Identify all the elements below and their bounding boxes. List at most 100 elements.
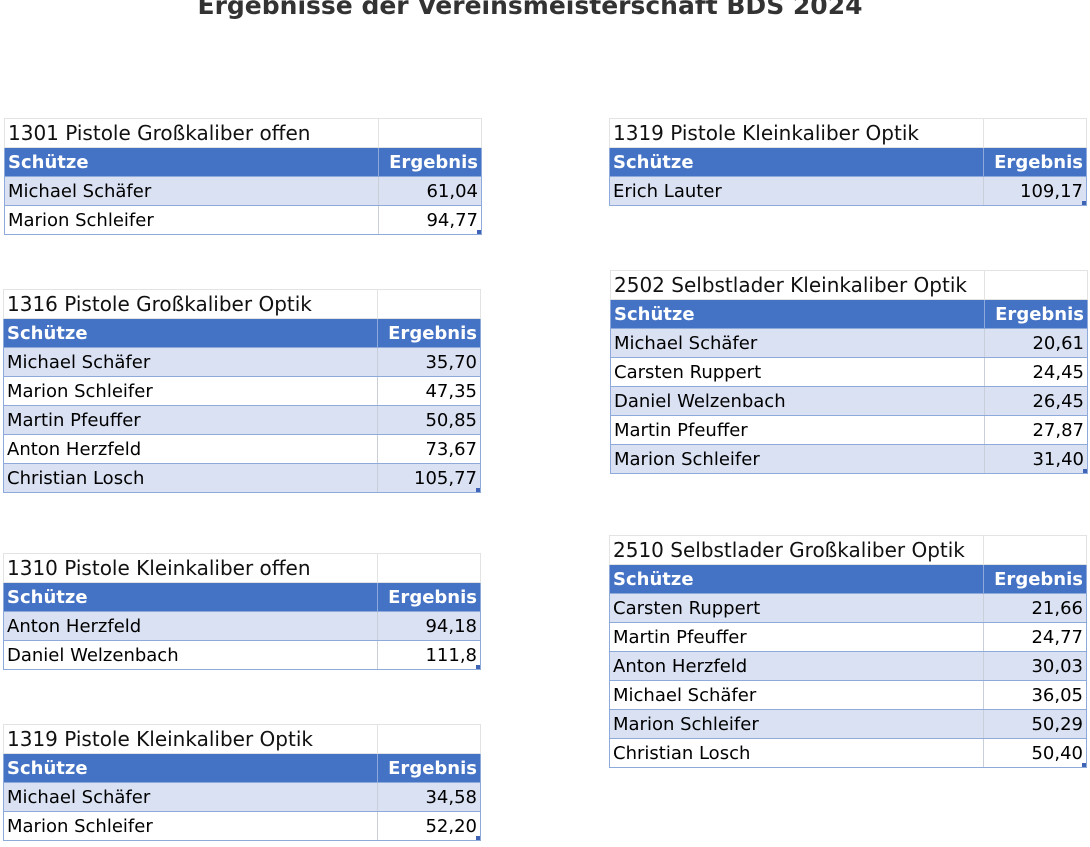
table-caption: 2502 Selbstlader Kleinkaliber Optik xyxy=(610,270,985,300)
shooter-result[interactable]: 105,77 xyxy=(377,463,481,493)
column-header-name[interactable]: Schütze xyxy=(610,299,985,329)
table-row[interactable]: Carsten Ruppert 21,66 xyxy=(609,593,1087,623)
column-header-name[interactable]: Schütze xyxy=(3,318,378,348)
table-row[interactable]: Michael Schäfer 61,04 xyxy=(4,176,482,206)
shooter-result[interactable]: 20,61 xyxy=(984,328,1088,358)
table-resize-handle[interactable] xyxy=(476,665,480,669)
shooter-result[interactable]: 30,03 xyxy=(983,651,1087,681)
table-row[interactable]: Christian Losch 105,77 xyxy=(3,463,481,493)
table-row[interactable]: Marion Schleifer 31,40 xyxy=(610,444,1088,474)
shooter-result[interactable]: 36,05 xyxy=(983,680,1087,710)
table-resize-handle[interactable] xyxy=(476,488,480,492)
shooter-name[interactable]: Daniel Welzenbach xyxy=(610,386,985,416)
shooter-name[interactable]: Martin Pfeuffer xyxy=(609,622,984,652)
shooter-name[interactable]: Michael Schäfer xyxy=(609,680,984,710)
shooter-name[interactable]: Michael Schäfer xyxy=(610,328,985,358)
table-row[interactable]: Erich Lauter 109,17 xyxy=(609,176,1087,206)
table-row[interactable]: Michael Schäfer 35,70 xyxy=(3,347,481,377)
shooter-name[interactable]: Daniel Welzenbach xyxy=(3,640,378,670)
shooter-name[interactable]: Christian Losch xyxy=(609,738,984,768)
shooter-name[interactable]: Christian Losch xyxy=(3,463,378,493)
table-caption: 1310 Pistole Kleinkaliber offen xyxy=(3,553,378,583)
shooter-name[interactable]: Marion Schleifer xyxy=(3,811,378,841)
shooter-result[interactable]: 94,77 xyxy=(378,205,482,235)
shooter-result[interactable]: 52,20 xyxy=(377,811,481,841)
table-caption: 1316 Pistole Großkaliber Optik xyxy=(3,289,378,319)
table-caption: 1319 Pistole Kleinkaliber Optik xyxy=(609,118,984,148)
table-resize-handle[interactable] xyxy=(477,230,481,234)
table-row[interactable]: Anton Herzfeld 73,67 xyxy=(3,434,481,464)
shooter-name[interactable]: Marion Schleifer xyxy=(609,709,984,739)
shooter-result[interactable]: 24,77 xyxy=(983,622,1087,652)
shooter-result[interactable]: 21,66 xyxy=(983,593,1087,623)
column-header-result[interactable]: Ergebnis xyxy=(377,318,481,348)
table-caption: 1301 Pistole Großkaliber offen xyxy=(4,118,379,148)
shooter-name[interactable]: Michael Schäfer xyxy=(3,782,378,812)
table-row[interactable]: Martin Pfeuffer 27,87 xyxy=(610,415,1088,445)
table-caption: 1319 Pistole Kleinkaliber Optik xyxy=(3,724,378,754)
shooter-name[interactable]: Anton Herzfeld xyxy=(609,651,984,681)
column-header-name[interactable]: Schütze xyxy=(609,564,984,594)
shooter-name[interactable]: Carsten Ruppert xyxy=(610,357,985,387)
shooter-name[interactable]: Martin Pfeuffer xyxy=(610,415,985,445)
table-row[interactable]: Carsten Ruppert 24,45 xyxy=(610,357,1088,387)
shooter-name[interactable]: Michael Schäfer xyxy=(4,176,379,206)
shooter-result[interactable]: 94,18 xyxy=(377,611,481,641)
table-row[interactable]: Michael Schäfer 34,58 xyxy=(3,782,481,812)
shooter-name[interactable]: Martin Pfeuffer xyxy=(3,405,378,435)
table-row[interactable]: Marion Schleifer 47,35 xyxy=(3,376,481,406)
column-header-name[interactable]: Schütze xyxy=(609,147,984,177)
table-row[interactable]: Michael Schäfer 36,05 xyxy=(609,680,1087,710)
column-header-result[interactable]: Ergebnis xyxy=(983,564,1087,594)
shooter-name[interactable]: Michael Schäfer xyxy=(3,347,378,377)
shooter-name[interactable]: Anton Herzfeld xyxy=(3,611,378,641)
shooter-result[interactable]: 34,58 xyxy=(377,782,481,812)
table-row[interactable]: Martin Pfeuffer 50,85 xyxy=(3,405,481,435)
shooter-name[interactable]: Carsten Ruppert xyxy=(609,593,984,623)
shooter-result[interactable]: 50,85 xyxy=(377,405,481,435)
table-row[interactable]: Marion Schleifer 52,20 xyxy=(3,811,481,841)
shooter-result[interactable]: 47,35 xyxy=(377,376,481,406)
shooter-result[interactable]: 24,45 xyxy=(984,357,1088,387)
shooter-result[interactable]: 31,40 xyxy=(984,444,1088,474)
shooter-name[interactable]: Erich Lauter xyxy=(609,176,984,206)
table-resize-handle[interactable] xyxy=(476,836,480,840)
shooter-result[interactable]: 111,8 xyxy=(377,640,481,670)
shooter-result[interactable]: 50,40 xyxy=(983,738,1087,768)
table-row[interactable]: Michael Schäfer 20,61 xyxy=(610,328,1088,358)
shooter-name[interactable]: Marion Schleifer xyxy=(3,376,378,406)
results-table-1319-right: 1319 Pistole Kleinkaliber Optik Schütze E… xyxy=(609,118,1087,206)
column-header-result[interactable]: Ergebnis xyxy=(377,582,481,612)
table-row[interactable]: Marion Schleifer 50,29 xyxy=(609,709,1087,739)
shooter-result[interactable]: 109,17 xyxy=(983,176,1087,206)
table-row[interactable]: Anton Herzfeld 94,18 xyxy=(3,611,481,641)
column-header-result[interactable]: Ergebnis xyxy=(378,147,482,177)
table-resize-handle[interactable] xyxy=(1082,763,1086,767)
table-row[interactable]: Daniel Welzenbach 26,45 xyxy=(610,386,1088,416)
column-header-result[interactable]: Ergebnis xyxy=(377,753,481,783)
table-row[interactable]: Anton Herzfeld 30,03 xyxy=(609,651,1087,681)
column-header-name[interactable]: Schütze xyxy=(3,753,378,783)
shooter-result[interactable]: 26,45 xyxy=(984,386,1088,416)
table-row[interactable]: Daniel Welzenbach 111,8 xyxy=(3,640,481,670)
table-row[interactable]: Marion Schleifer 94,77 xyxy=(4,205,482,235)
column-header-name[interactable]: Schütze xyxy=(3,582,378,612)
results-table-1310: 1310 Pistole Kleinkaliber offen Schütze E… xyxy=(3,553,481,670)
shooter-name[interactable]: Anton Herzfeld xyxy=(3,434,378,464)
shooter-result[interactable]: 27,87 xyxy=(984,415,1088,445)
table-resize-handle[interactable] xyxy=(1082,201,1086,205)
shooter-result[interactable]: 50,29 xyxy=(983,709,1087,739)
shooter-name[interactable]: Marion Schleifer xyxy=(4,205,379,235)
results-table-2510: 2510 Selbstlader Großkaliber Optik Schüt… xyxy=(609,535,1087,768)
shooter-result[interactable]: 73,67 xyxy=(377,434,481,464)
table-row[interactable]: Martin Pfeuffer 24,77 xyxy=(609,622,1087,652)
shooter-result[interactable]: 35,70 xyxy=(377,347,481,377)
table-resize-handle[interactable] xyxy=(1083,469,1087,473)
results-table-1316: 1316 Pistole Großkaliber Optik Schütze Er… xyxy=(3,289,481,493)
shooter-result[interactable]: 61,04 xyxy=(378,176,482,206)
shooter-name[interactable]: Marion Schleifer xyxy=(610,444,985,474)
table-row[interactable]: Christian Losch 50,40 xyxy=(609,738,1087,768)
column-header-result[interactable]: Ergebnis xyxy=(984,299,1088,329)
column-header-name[interactable]: Schütze xyxy=(4,147,379,177)
column-header-result[interactable]: Ergebnis xyxy=(983,147,1087,177)
